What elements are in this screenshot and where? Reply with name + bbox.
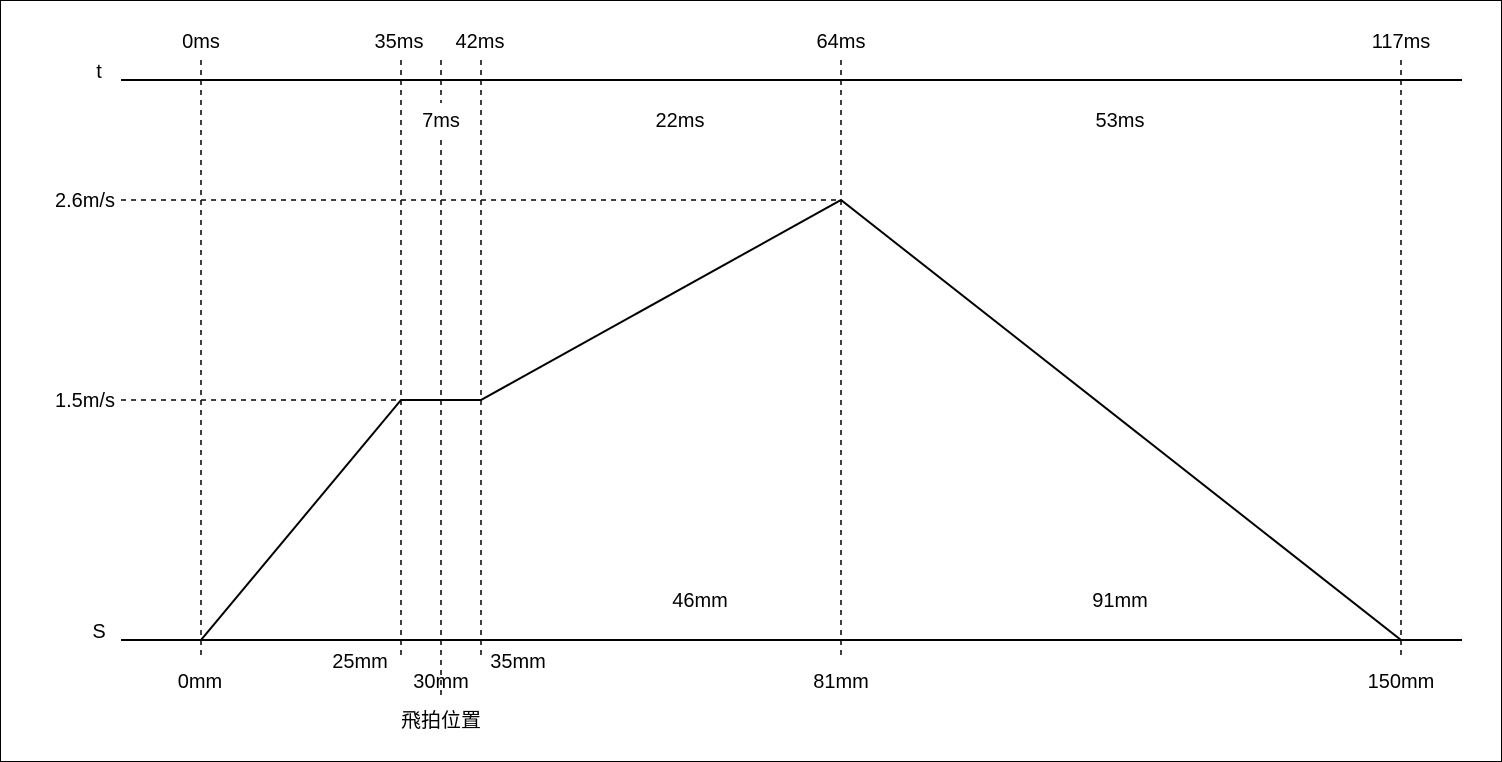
- velocity-profile-line: [200, 198, 1402, 641]
- speed-label: 2.6m/s: [55, 190, 115, 212]
- time-mark: 35ms: [375, 31, 424, 53]
- distance-label: 46mm: [672, 590, 728, 612]
- duration-label: 7ms: [422, 110, 460, 132]
- time-mark: 64ms: [817, 31, 866, 53]
- position-axis-label: S: [92, 621, 105, 643]
- duration-label: 22ms: [656, 110, 705, 132]
- position-mark: 0mm: [178, 671, 222, 693]
- time-axis-label: t: [96, 61, 102, 83]
- position-mark: 30mm: [413, 671, 469, 693]
- position-mark: 25mm: [332, 651, 388, 673]
- time-mark: 42ms: [456, 31, 505, 53]
- distance-label: 91mm: [1092, 590, 1148, 612]
- time-mark: 117ms: [1372, 31, 1431, 53]
- position-mark: 81mm: [813, 671, 869, 693]
- time-mark: 0ms: [182, 31, 220, 53]
- duration-label: 53ms: [1096, 110, 1145, 132]
- duration-label-bg: [405, 103, 477, 137]
- position-mark: 35mm: [490, 651, 546, 673]
- speed-label: 1.5m/s: [55, 390, 115, 412]
- flyshot-position-label: 飛拍位置: [401, 708, 481, 732]
- position-mark: 150mm: [1368, 671, 1435, 693]
